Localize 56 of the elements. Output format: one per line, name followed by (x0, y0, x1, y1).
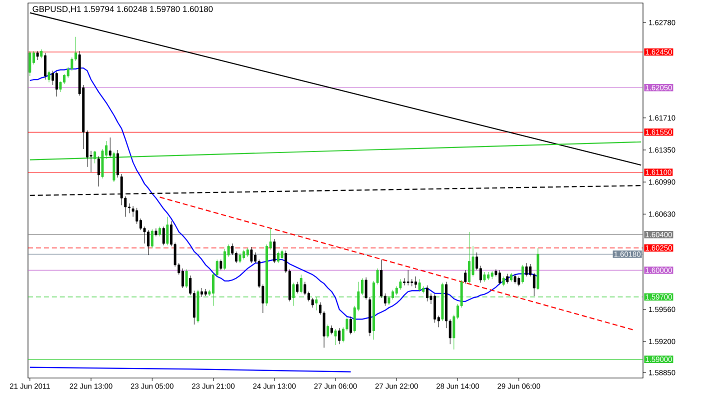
candlestick (166, 216, 169, 246)
candlestick (418, 278, 421, 292)
candlestick (116, 150, 120, 178)
candlestick (350, 316, 352, 335)
candlestick (514, 274, 516, 284)
candlestick (246, 248, 249, 258)
candlestick (204, 288, 207, 296)
candlestick (250, 246, 253, 264)
candlestick (434, 294, 436, 324)
candlestick (48, 70, 50, 83)
candlestick (158, 226, 162, 237)
candlestick (521, 264, 524, 284)
candlestick (40, 49, 43, 58)
chart-title: GBPUSD,H1 1.59794 1.60248 1.59780 1.60180 (32, 6, 213, 14)
candlestick (300, 274, 302, 294)
candlestick (273, 238, 276, 264)
candlestick (36, 50, 39, 60)
candlestick (162, 226, 165, 246)
candlestick (55, 71, 58, 97)
candlestick (490, 270, 494, 280)
candlestick (97, 156, 100, 187)
candlestick (185, 269, 188, 288)
candlestick (330, 325, 333, 335)
candlestick (147, 230, 150, 256)
candlestick (487, 272, 490, 280)
candlestick (518, 276, 520, 287)
candlestick (44, 52, 46, 80)
candlestick (368, 296, 372, 336)
candlestick (154, 228, 158, 237)
candlestick (200, 288, 204, 298)
candlestick (242, 249, 246, 260)
candlestick (510, 272, 512, 282)
candlestick (502, 276, 505, 287)
candlestick (464, 270, 467, 284)
candlestick (238, 253, 242, 264)
candlestick (334, 328, 337, 346)
candlestick (220, 259, 222, 270)
candlestick (364, 277, 368, 300)
candlestick (525, 262, 528, 277)
candlestick (426, 285, 428, 302)
candlestick (276, 251, 280, 264)
candlestick (406, 270, 410, 286)
candlestick (536, 248, 540, 290)
candlestick (150, 228, 154, 248)
candlestick (296, 282, 299, 294)
candlestick (223, 248, 226, 270)
candlestick (498, 270, 501, 285)
candlestick (506, 274, 509, 284)
candlestick (28, 50, 32, 76)
candlestick (468, 232, 470, 284)
candlestick (338, 328, 341, 344)
candlestick (483, 272, 486, 282)
candlestick (326, 324, 330, 338)
candlestick (108, 137, 112, 158)
candlestick (280, 249, 284, 260)
candlestick (414, 276, 417, 288)
